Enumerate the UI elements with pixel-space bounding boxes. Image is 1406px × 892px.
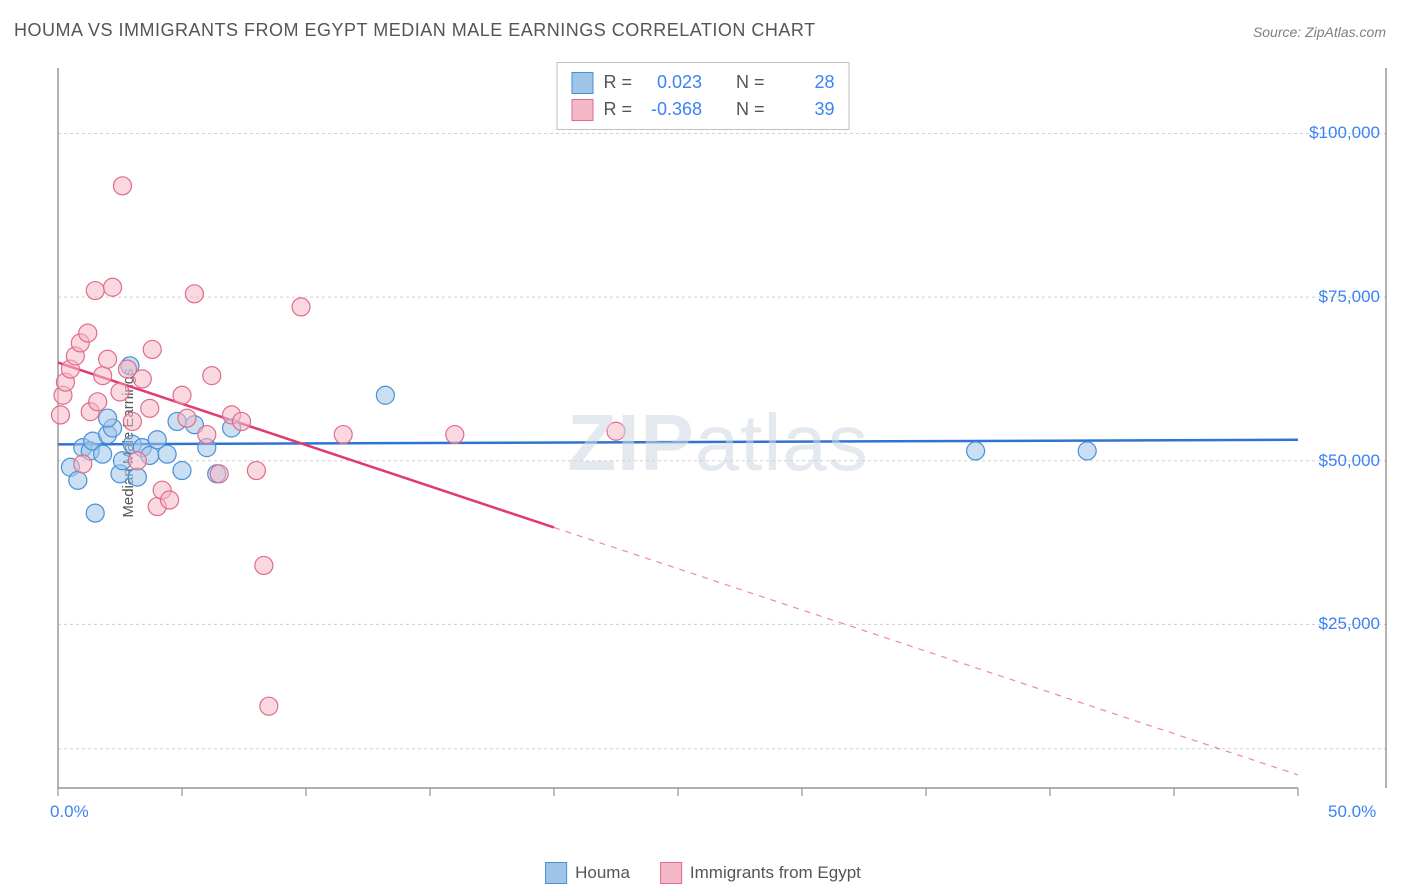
legend-label-2: Immigrants from Egypt	[690, 863, 861, 883]
x-tick-label: 0.0%	[50, 802, 89, 822]
x-tick-label: 50.0%	[1328, 802, 1376, 822]
r-label: R =	[603, 96, 632, 123]
legend-label-1: Houma	[575, 863, 630, 883]
swatch-series-2	[571, 99, 593, 121]
source-attribution: Source: ZipAtlas.com	[1253, 24, 1386, 40]
n-label: N =	[736, 96, 765, 123]
stats-row-1: R = 0.023 N = 28	[571, 69, 834, 96]
legend-swatch-1	[545, 862, 567, 884]
swatch-series-1	[571, 72, 593, 94]
y-tick-label: $25,000	[1319, 614, 1380, 634]
n-value-1: 28	[775, 69, 835, 96]
stats-row-2: R = -0.368 N = 39	[571, 96, 834, 123]
n-value-2: 39	[775, 96, 835, 123]
chart-title: HOUMA VS IMMIGRANTS FROM EGYPT MEDIAN MA…	[14, 20, 816, 41]
chart-area: Median Male Earnings ZIPatlas $25,000$50…	[48, 58, 1388, 828]
stats-legend-box: R = 0.023 N = 28 R = -0.368 N = 39	[556, 62, 849, 130]
n-label: N =	[736, 69, 765, 96]
r-value-1: 0.023	[642, 69, 702, 96]
r-label: R =	[603, 69, 632, 96]
legend-swatch-2	[660, 862, 682, 884]
legend-item-2: Immigrants from Egypt	[660, 862, 861, 884]
y-tick-label: $75,000	[1319, 287, 1380, 307]
y-tick-label: $100,000	[1309, 123, 1380, 143]
bottom-legend: Houma Immigrants from Egypt	[545, 862, 861, 884]
r-value-2: -0.368	[642, 96, 702, 123]
scatter-plot-svg	[48, 58, 1388, 828]
y-tick-label: $50,000	[1319, 451, 1380, 471]
legend-item-1: Houma	[545, 862, 630, 884]
